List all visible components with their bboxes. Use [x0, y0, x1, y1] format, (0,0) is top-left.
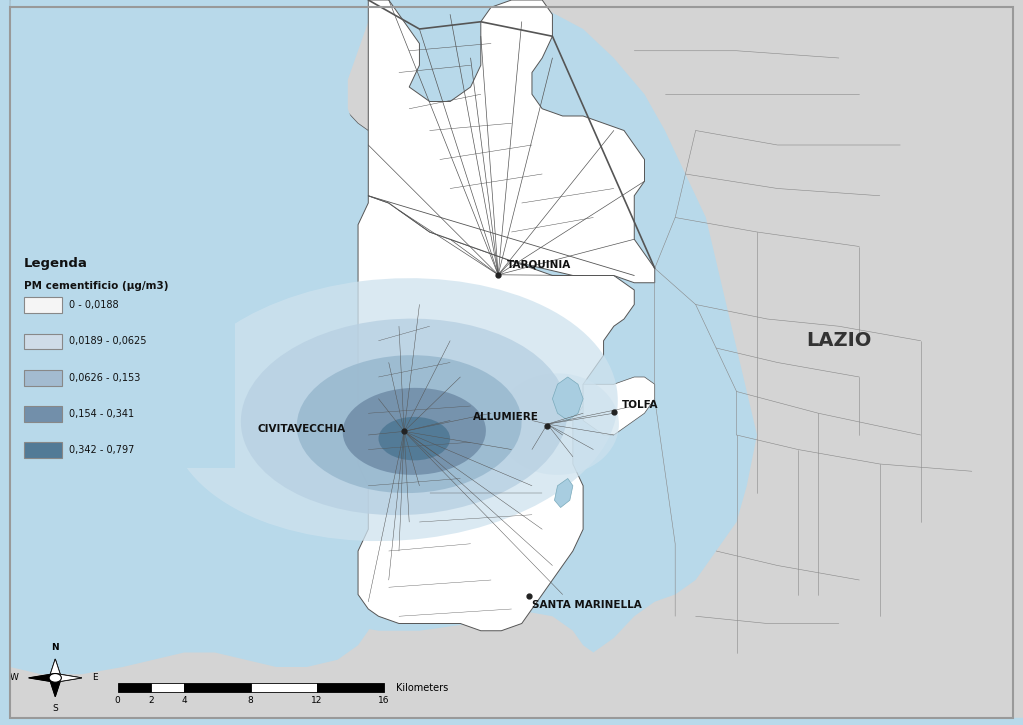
Polygon shape [49, 678, 61, 697]
Text: 16: 16 [377, 696, 390, 705]
Ellipse shape [379, 417, 450, 460]
Text: 0 - 0,0188: 0 - 0,0188 [69, 300, 119, 310]
Text: ALLUMIERE: ALLUMIERE [474, 412, 539, 422]
Text: N: N [51, 643, 59, 652]
Ellipse shape [297, 355, 522, 493]
Text: TARQUINIA: TARQUINIA [506, 260, 571, 270]
Circle shape [49, 674, 61, 682]
Text: LAZIO: LAZIO [806, 331, 872, 350]
Text: 0,342 - 0,797: 0,342 - 0,797 [69, 445, 134, 455]
Bar [151, 683, 184, 692]
Polygon shape [29, 674, 55, 682]
Bar [317, 683, 384, 692]
Text: PM cementificio (µg/m3): PM cementificio (µg/m3) [24, 281, 168, 291]
Polygon shape [10, 0, 389, 152]
Polygon shape [49, 659, 61, 678]
Polygon shape [552, 377, 583, 420]
Text: CIVITAVECCHIA: CIVITAVECCHIA [258, 424, 346, 434]
Text: 8: 8 [248, 696, 254, 705]
Bar [184, 683, 251, 692]
Ellipse shape [240, 318, 568, 515]
Bar [118, 683, 151, 692]
Bar [24, 406, 62, 422]
Text: W: W [9, 674, 18, 682]
Text: 0,0189 - 0,0625: 0,0189 - 0,0625 [69, 336, 146, 347]
Text: Legenda: Legenda [24, 257, 87, 270]
Ellipse shape [170, 278, 618, 541]
Ellipse shape [496, 373, 619, 475]
Polygon shape [554, 478, 573, 507]
Ellipse shape [343, 388, 486, 475]
Polygon shape [10, 0, 1023, 718]
Bar [24, 442, 62, 458]
Text: SANTA MARINELLA: SANTA MARINELLA [532, 600, 641, 610]
Bar [24, 334, 62, 349]
Bar [24, 370, 62, 386]
Polygon shape [55, 674, 82, 682]
Polygon shape [10, 0, 399, 674]
Polygon shape [49, 678, 61, 697]
Bar [24, 297, 62, 313]
Polygon shape [55, 674, 82, 682]
Bar [251, 683, 317, 692]
FancyBboxPatch shape [15, 239, 235, 468]
Polygon shape [49, 659, 61, 678]
Text: 12: 12 [311, 696, 323, 705]
Text: E: E [92, 674, 97, 682]
Text: 0: 0 [115, 696, 121, 705]
Polygon shape [583, 377, 655, 435]
Text: TOLFA: TOLFA [622, 399, 659, 410]
Text: 2: 2 [148, 696, 153, 705]
Text: 0,154 - 0,341: 0,154 - 0,341 [69, 409, 134, 419]
Text: 0,0626 - 0,153: 0,0626 - 0,153 [69, 373, 140, 383]
Polygon shape [358, 196, 634, 631]
Text: 4: 4 [181, 696, 187, 705]
Polygon shape [368, 0, 655, 283]
Text: Kilometers: Kilometers [396, 683, 448, 693]
Polygon shape [29, 674, 55, 682]
Text: S: S [52, 704, 58, 713]
